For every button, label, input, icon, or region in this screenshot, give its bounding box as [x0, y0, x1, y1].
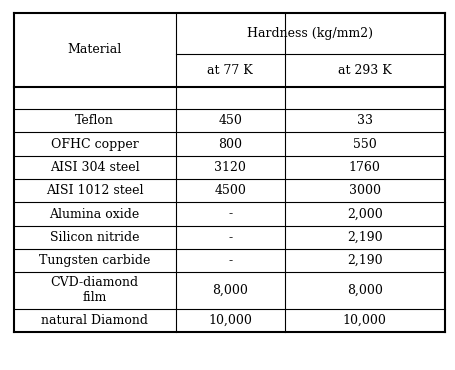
Text: 33: 33: [356, 114, 372, 127]
Text: 8,000: 8,000: [346, 284, 382, 297]
Text: 10,000: 10,000: [208, 314, 252, 327]
Text: 2,190: 2,190: [346, 231, 382, 244]
Text: natural Diamond: natural Diamond: [41, 314, 148, 327]
Text: Material: Material: [67, 43, 121, 57]
Text: 4500: 4500: [214, 184, 246, 197]
Text: at 293 K: at 293 K: [337, 64, 391, 77]
Text: 3120: 3120: [214, 161, 246, 174]
Text: Tungsten carbide: Tungsten carbide: [39, 254, 150, 267]
Text: -: -: [228, 208, 232, 221]
Text: 450: 450: [218, 114, 242, 127]
Text: 10,000: 10,000: [342, 314, 386, 327]
Text: CVD-diamond
film: CVD-diamond film: [51, 276, 138, 305]
Text: Hardness (kg/mm2): Hardness (kg/mm2): [247, 27, 372, 40]
Text: OFHC copper: OFHC copper: [51, 138, 138, 151]
Text: 2,190: 2,190: [346, 254, 382, 267]
Text: 1760: 1760: [348, 161, 380, 174]
Text: 550: 550: [352, 138, 376, 151]
Text: 8,000: 8,000: [212, 284, 248, 297]
Text: -: -: [228, 231, 232, 244]
Text: 2,000: 2,000: [346, 208, 382, 221]
Text: Teflon: Teflon: [75, 114, 114, 127]
Text: -: -: [228, 254, 232, 267]
Text: AISI 1012 steel: AISI 1012 steel: [46, 184, 143, 197]
Text: at 77 K: at 77 K: [207, 64, 253, 77]
Text: Silicon nitride: Silicon nitride: [50, 231, 139, 244]
Text: 3000: 3000: [348, 184, 380, 197]
Text: 800: 800: [218, 138, 242, 151]
Text: AISI 304 steel: AISI 304 steel: [50, 161, 139, 174]
Text: Alumina oxide: Alumina oxide: [50, 208, 139, 221]
